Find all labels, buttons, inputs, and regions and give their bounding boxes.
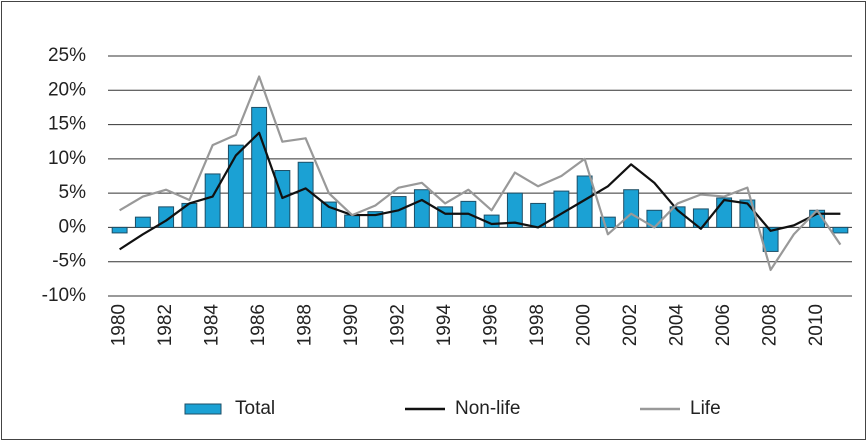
- legend-label: Total: [235, 398, 275, 419]
- bar: [134, 216, 151, 228]
- x-tick-label: 2000: [574, 304, 595, 346]
- bar: [716, 197, 733, 228]
- x-tick-label: 2004: [667, 304, 688, 347]
- x-tick-label: 1980: [109, 304, 130, 346]
- y-tick-label: 20%: [48, 79, 86, 100]
- bar: [762, 226, 779, 252]
- y-tick-label: 25%: [48, 45, 86, 66]
- x-tick-label: 2006: [713, 304, 734, 346]
- bar: [344, 214, 361, 228]
- x-tick-label: 1994: [434, 304, 455, 347]
- bar: [227, 144, 244, 228]
- bar: [297, 161, 314, 228]
- y-tick-label: 0%: [59, 216, 87, 237]
- bar: [576, 175, 593, 228]
- x-tick-label: 1982: [155, 304, 176, 346]
- x-tick-label: 1990: [341, 304, 362, 346]
- x-tick-label: 1988: [295, 304, 316, 346]
- bar: [506, 192, 523, 228]
- x-tick-label: 1986: [248, 304, 269, 346]
- y-tick-label: 10%: [48, 148, 86, 169]
- line: [119, 75, 842, 272]
- x-tick-label: 2010: [806, 304, 827, 346]
- x-tick-label: 1996: [481, 304, 502, 346]
- legend-key: [184, 403, 222, 415]
- x-tick-label: 1998: [527, 304, 548, 346]
- y-tick-label: 15%: [48, 114, 86, 135]
- bar: [599, 216, 616, 228]
- bar: [204, 173, 221, 228]
- bar: [251, 106, 268, 228]
- bar: [413, 189, 430, 228]
- bar: [832, 226, 849, 234]
- legend-label: Non-life: [455, 398, 520, 419]
- x-tick-label: 2008: [760, 304, 781, 346]
- bar: [553, 190, 570, 228]
- bar: [623, 189, 640, 228]
- bar: [111, 226, 128, 234]
- x-tick-label: 1984: [202, 304, 223, 347]
- x-tick-label: 1992: [388, 304, 409, 346]
- legend-label: Life: [690, 398, 721, 419]
- y-tick-label: -5%: [52, 251, 86, 272]
- x-tick-label: 2002: [620, 304, 641, 346]
- y-tick-label: 5%: [59, 182, 87, 203]
- y-tick-label: -10%: [42, 285, 86, 306]
- line: [119, 131, 841, 251]
